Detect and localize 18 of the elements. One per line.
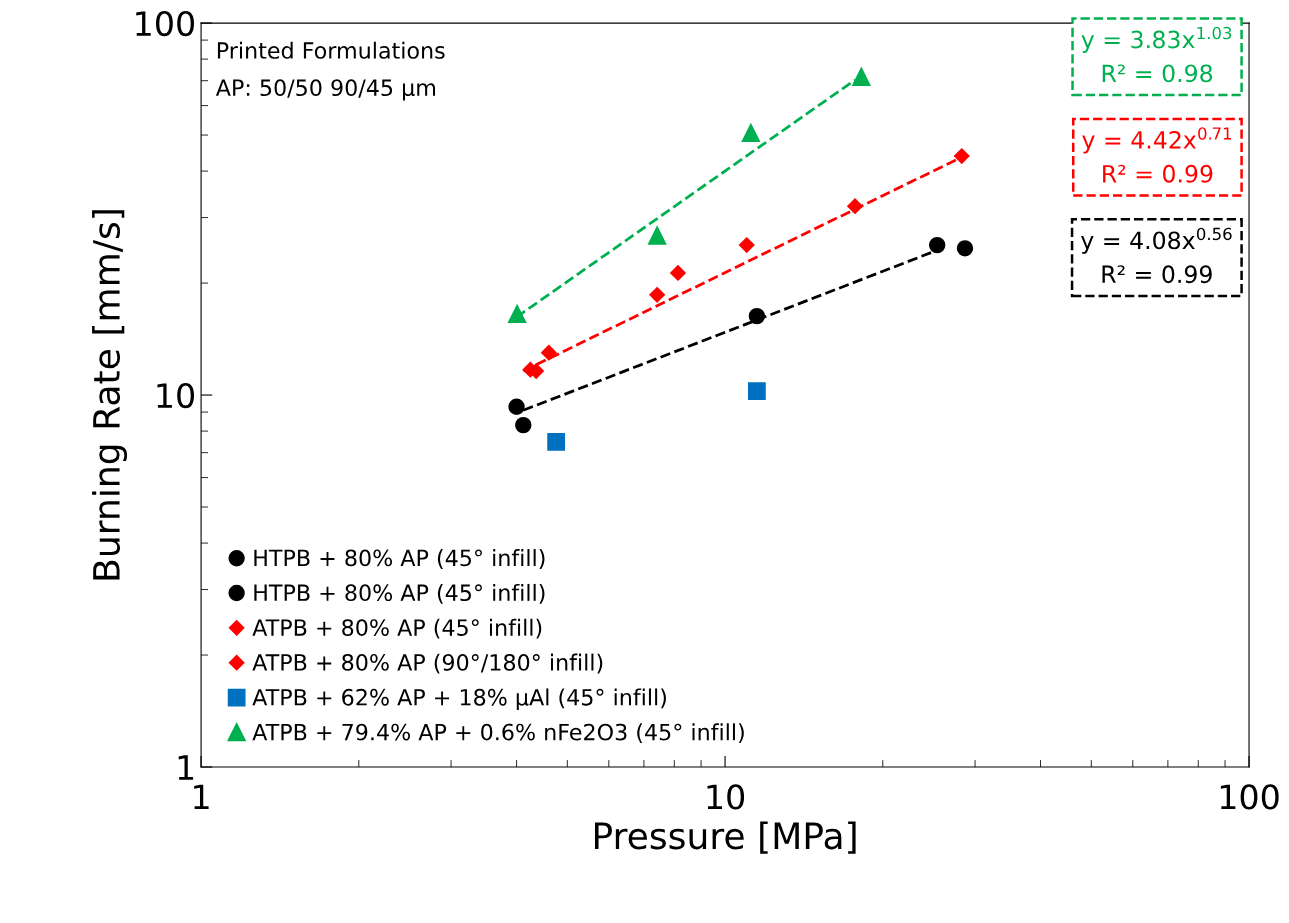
annotation: AP: 50/50 90/45 µm bbox=[215, 79, 436, 101]
text: y = 4.42x$^{0.71}$ R² = 0.99 bbox=[1082, 127, 1232, 183]
annotation: Printed Formulations bbox=[217, 41, 445, 59]
x-axis-title: Pressure [MPa] bbox=[594, 821, 856, 854]
x-tick-label: 10 bbox=[707, 784, 745, 810]
text: y = 3.83x$^{1.03}$ R² = 0.98 bbox=[1081, 26, 1232, 83]
legend-label: ATPB + 80% AP (90°/180° infill) bbox=[252, 653, 603, 674]
legend-label: ATPB + 62% AP + 18% µAl (45° infill) bbox=[252, 688, 666, 710]
y-tick-label: 1 bbox=[178, 755, 194, 780]
y-tick-label: 10 bbox=[157, 382, 195, 409]
y-tick-label: 100 bbox=[136, 11, 195, 37]
legend-label: HTPB + 80% AP (45° infill) bbox=[254, 583, 545, 604]
legend-label: ATPB + 80% AP (45° infill) bbox=[252, 618, 542, 639]
y-axis-title: Burning Rate [mm/s] bbox=[92, 210, 128, 580]
x-tick-label: 100 bbox=[1220, 784, 1279, 810]
legend-label: HTPB + 80% AP (45° infill) bbox=[254, 549, 545, 569]
legend-label: ATPB + 79.4% AP + 0.6% nFe2O3 (45° infill) bbox=[252, 723, 744, 744]
text: y = 4.08x$^{0.56}$ R² = 0.99 bbox=[1081, 227, 1232, 284]
